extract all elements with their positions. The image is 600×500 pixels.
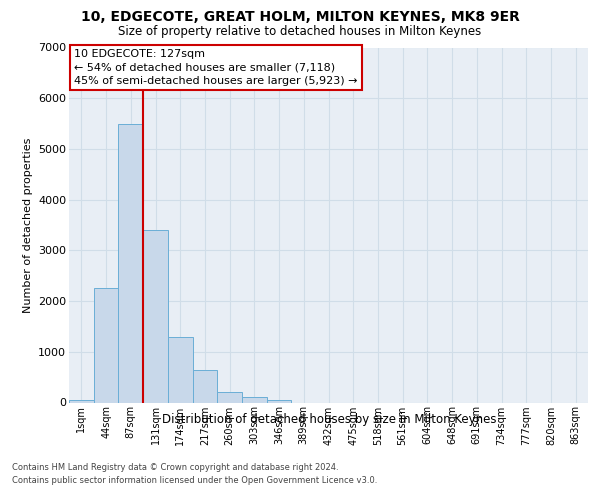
Bar [143,230,168,402]
Bar [267,400,292,402]
Bar [168,336,193,402]
Bar [242,398,267,402]
Text: Contains HM Land Registry data © Crown copyright and database right 2024.: Contains HM Land Registry data © Crown c… [12,464,338,472]
Bar [69,400,94,402]
Bar [94,288,118,403]
Bar [217,392,242,402]
Bar [118,124,143,402]
Bar [193,370,217,402]
Text: 10 EDGECOTE: 127sqm
← 54% of detached houses are smaller (7,118)
45% of semi-det: 10 EDGECOTE: 127sqm ← 54% of detached ho… [74,50,358,86]
Text: 10, EDGECOTE, GREAT HOLM, MILTON KEYNES, MK8 9ER: 10, EDGECOTE, GREAT HOLM, MILTON KEYNES,… [80,10,520,24]
Y-axis label: Number of detached properties: Number of detached properties [23,138,32,312]
Text: Size of property relative to detached houses in Milton Keynes: Size of property relative to detached ho… [118,25,482,38]
Text: Contains public sector information licensed under the Open Government Licence v3: Contains public sector information licen… [12,476,377,485]
Text: Distribution of detached houses by size in Milton Keynes: Distribution of detached houses by size … [161,412,496,426]
